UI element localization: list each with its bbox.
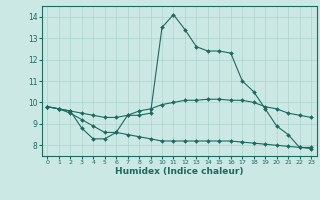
X-axis label: Humidex (Indice chaleur): Humidex (Indice chaleur)	[115, 167, 244, 176]
